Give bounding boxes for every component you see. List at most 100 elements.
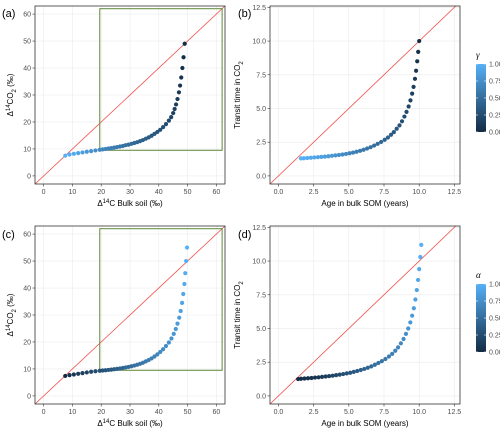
identity-line: [270, 6, 457, 184]
colorbar-tick-label: 1.00: [489, 62, 500, 69]
data-point: [419, 242, 424, 247]
x-tick-label: 7.5: [379, 409, 389, 416]
x-tick-label: 0: [42, 189, 46, 196]
colorbar-tick-label: 0.75: [489, 79, 500, 86]
data-point: [362, 366, 367, 372]
data-point: [319, 154, 324, 159]
data-point: [369, 364, 374, 369]
x-tick-label: 0.0: [274, 409, 284, 416]
x-axis-label: Δ14C Bulk soil (‰): [97, 419, 163, 428]
y-tick-label: 20: [23, 119, 31, 126]
x-tick-label: 10.0: [412, 189, 426, 196]
data-point: [89, 369, 94, 374]
data-point: [305, 376, 311, 381]
data-point: [158, 127, 163, 132]
data-point: [411, 306, 416, 311]
data-point: [177, 315, 182, 320]
data-point: [84, 370, 89, 375]
y-tick-label: 0: [27, 393, 31, 400]
x-tick-label: 0: [42, 409, 46, 416]
colorbar-tick-label: 0.50: [489, 96, 500, 103]
y-tick-label: 2.5: [256, 360, 266, 367]
data-point: [410, 91, 415, 96]
data-point: [184, 258, 189, 264]
data-point: [337, 372, 342, 377]
legend-title: γ: [476, 50, 480, 60]
data-point: [395, 345, 401, 350]
data-point: [319, 374, 325, 379]
x-tick-label: 7.5: [379, 189, 389, 196]
series: [296, 242, 424, 382]
data-point: [182, 41, 187, 46]
y-tick-label: 2.5: [256, 140, 266, 147]
data-point: [417, 267, 422, 272]
data-point: [183, 271, 188, 276]
data-point: [316, 375, 321, 380]
data-point: [71, 372, 76, 377]
data-point: [296, 376, 301, 382]
colorbar-tick-label: 0.25: [489, 333, 500, 340]
data-point: [415, 277, 421, 283]
data-point: [76, 371, 81, 376]
x-axis-label: Age in bulk SOM (years): [321, 199, 408, 208]
x-tick-label: 20: [97, 189, 105, 196]
plot-area: [270, 226, 460, 404]
data-point: [329, 153, 335, 158]
data-point: [97, 368, 102, 373]
data-point: [361, 147, 366, 152]
data-point: [305, 155, 310, 161]
data-point: [67, 373, 72, 378]
x-tick-label: 30: [126, 189, 134, 196]
data-point: [93, 148, 98, 153]
data-point: [344, 371, 349, 376]
data-point: [172, 106, 177, 112]
y-tick-label: 30: [23, 93, 31, 100]
y-tick-label: 10: [23, 146, 31, 153]
data-point: [93, 369, 98, 374]
data-point: [397, 123, 402, 128]
y-tick-label: 10: [23, 366, 31, 373]
x-tick-label: 5.0: [344, 189, 354, 196]
data-point: [323, 374, 328, 379]
data-point: [410, 313, 415, 318]
data-point: [354, 149, 359, 154]
data-point: [358, 367, 363, 373]
data-point: [173, 326, 178, 332]
data-point: [379, 139, 384, 145]
data-point: [315, 155, 320, 160]
data-point: [340, 152, 345, 157]
x-tick-label: 12.5: [448, 189, 462, 196]
y-tick-label: 0.0: [256, 173, 266, 180]
x-tick-label: 10: [69, 189, 77, 196]
data-point: [169, 115, 174, 120]
data-point: [333, 153, 338, 158]
data-point: [322, 154, 327, 159]
y-tick-label: 5.0: [256, 106, 266, 113]
data-point: [408, 98, 413, 103]
data-point: [180, 300, 185, 305]
data-point: [177, 83, 183, 88]
data-point: [309, 375, 314, 381]
y-tick-label: 0.0: [256, 393, 266, 400]
data-point: [416, 49, 421, 54]
x-tick-label: 2.5: [309, 189, 319, 196]
data-point: [375, 141, 380, 146]
x-tick-label: 0.0: [274, 189, 284, 196]
y-tick-label: 12.5: [252, 5, 266, 12]
data-point: [166, 340, 171, 345]
data-point: [175, 96, 180, 102]
data-point: [398, 341, 403, 346]
y-tick-label: 0: [27, 173, 31, 180]
data-point: [169, 336, 174, 341]
data-point: [341, 371, 346, 377]
data-point: [418, 254, 423, 260]
identity-line: [35, 226, 225, 404]
data-point: [163, 122, 169, 127]
y-tick-label: 50: [23, 39, 31, 46]
y-axis-label: Δ14CO2 (‰): [6, 293, 18, 336]
data-point: [80, 371, 85, 376]
data-point: [71, 151, 76, 156]
data-point: [411, 84, 416, 90]
y-tick-label: 60: [23, 12, 31, 19]
colorbar-tick-label: 0.00: [489, 350, 500, 357]
